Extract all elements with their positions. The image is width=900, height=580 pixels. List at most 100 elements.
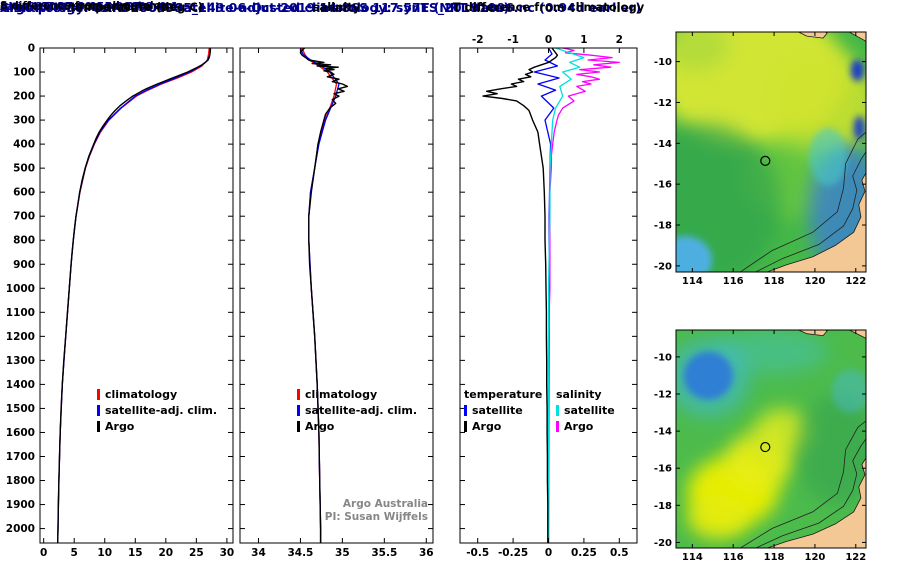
svg-text:1100: 1100 bbox=[6, 307, 35, 319]
svg-text:118: 118 bbox=[764, 552, 785, 563]
svg-text:34: 34 bbox=[251, 547, 266, 559]
svg-text:0: 0 bbox=[40, 547, 47, 559]
figure-title: Argo profile: csiro 5904995_149 06-Oct-2… bbox=[0, 0, 510, 15]
svg-text:0: 0 bbox=[545, 34, 552, 46]
svg-text:1400: 1400 bbox=[6, 379, 35, 391]
svg-text:20: 20 bbox=[159, 547, 174, 559]
svg-text:-0.25: -0.25 bbox=[498, 547, 528, 559]
svg-text:1900: 1900 bbox=[6, 499, 35, 511]
svg-text:0: 0 bbox=[545, 547, 552, 559]
svg-text:116: 116 bbox=[723, 552, 744, 563]
legend-label: satellite-adj. clim. bbox=[305, 403, 418, 417]
t-difference-axis-label: T difference from climatology bbox=[452, 0, 645, 14]
svg-text:25: 25 bbox=[189, 547, 204, 559]
difference-legend-temperature: temperature satellite Argo bbox=[464, 386, 542, 434]
legend-header-salinity: salinity bbox=[556, 386, 615, 402]
svg-text:-14: -14 bbox=[654, 427, 672, 438]
pi-note: PI: Susan Wijffels bbox=[324, 511, 428, 523]
svg-text:-1: -1 bbox=[507, 34, 519, 46]
climatology-line-swatch bbox=[297, 388, 300, 400]
svg-text:0.5: 0.5 bbox=[610, 547, 629, 559]
sla-map-title: Altim. SLA: -0.055 bbox=[0, 0, 113, 13]
legend-item-t-satellite: satellite bbox=[464, 402, 542, 418]
svg-text:30: 30 bbox=[220, 547, 235, 559]
temperature-legend: climatology satellite-adj. clim. Argo bbox=[97, 386, 217, 434]
svg-text:700: 700 bbox=[13, 211, 35, 223]
t-satellite-line-swatch bbox=[464, 404, 467, 416]
legend-label: Argo bbox=[472, 419, 502, 433]
argo-line-swatch bbox=[297, 420, 300, 432]
legend-item-argo: Argo bbox=[297, 418, 417, 434]
svg-text:36: 36 bbox=[419, 547, 434, 559]
legend-item-s-satellite: satellite bbox=[556, 402, 615, 418]
legend-label: satellite-adj. clim. bbox=[105, 403, 218, 417]
svg-text:2: 2 bbox=[616, 34, 623, 46]
svg-text:-16: -16 bbox=[654, 464, 672, 475]
svg-text:1: 1 bbox=[580, 34, 587, 46]
svg-text:1500: 1500 bbox=[6, 403, 35, 415]
legend-label: satellite bbox=[564, 403, 615, 417]
t-argo-line-swatch bbox=[464, 420, 467, 432]
figure-subtitle: Climatology: CARS2009. Satellite-adjuste… bbox=[0, 0, 642, 15]
svg-text:114: 114 bbox=[682, 276, 703, 287]
legend-item-argo: Argo bbox=[97, 418, 217, 434]
legend-label: Argo bbox=[305, 419, 335, 433]
svg-text:120: 120 bbox=[804, 276, 825, 287]
legend-label: climatology bbox=[305, 387, 378, 401]
svg-text:500: 500 bbox=[13, 163, 35, 175]
satellite-adj-line-swatch bbox=[97, 404, 100, 416]
sla-map-subtitle: Argo h1000: -0.1 h2000: -0.1 bbox=[0, 0, 179, 13]
svg-text:1800: 1800 bbox=[6, 475, 35, 487]
svg-text:1000: 1000 bbox=[6, 283, 35, 295]
sst-map-title: sat. SST: 27.3 Argo: 27.3 bbox=[0, 0, 154, 13]
svg-text:116: 116 bbox=[723, 276, 744, 287]
svg-text:-20: -20 bbox=[654, 538, 672, 549]
svg-text:300: 300 bbox=[13, 115, 35, 127]
svg-text:-12: -12 bbox=[654, 98, 672, 109]
legend-header-label: salinity bbox=[556, 387, 602, 401]
s-argo-line-swatch bbox=[556, 420, 559, 432]
svg-text:-0.5: -0.5 bbox=[466, 547, 489, 559]
salinity-legend: climatology satellite-adj. clim. Argo bbox=[297, 386, 417, 434]
legend-item-t-argo: Argo bbox=[464, 418, 542, 434]
legend-header-temperature: temperature bbox=[464, 386, 542, 402]
climatology-line-swatch bbox=[97, 388, 100, 400]
legend-label: satellite bbox=[472, 403, 523, 417]
svg-text:15: 15 bbox=[128, 547, 143, 559]
svg-text:1700: 1700 bbox=[6, 451, 35, 463]
svg-text:-18: -18 bbox=[654, 221, 672, 232]
svg-text:-20: -20 bbox=[654, 261, 672, 272]
svg-text:-16: -16 bbox=[654, 180, 672, 191]
s-satellite-line-swatch bbox=[556, 404, 559, 416]
svg-text:0.25: 0.25 bbox=[571, 547, 597, 559]
svg-text:122: 122 bbox=[845, 552, 866, 563]
argo-australia-note: Argo Australia bbox=[342, 498, 428, 510]
svg-text:120: 120 bbox=[804, 552, 825, 563]
svg-text:122: 122 bbox=[845, 276, 866, 287]
svg-text:2000: 2000 bbox=[6, 523, 35, 535]
legend-item-satellite-adj: satellite-adj. clim. bbox=[97, 402, 217, 418]
svg-text:-12: -12 bbox=[654, 390, 672, 401]
svg-text:1300: 1300 bbox=[6, 355, 35, 367]
legend-item-climatology: climatology bbox=[297, 386, 417, 402]
satellite-adj-line-swatch bbox=[297, 404, 300, 416]
svg-text:-10: -10 bbox=[654, 352, 672, 363]
svg-text:800: 800 bbox=[13, 235, 35, 247]
svg-text:10: 10 bbox=[97, 547, 112, 559]
svg-text:-10: -10 bbox=[654, 57, 672, 68]
svg-text:5: 5 bbox=[71, 547, 78, 559]
svg-text:600: 600 bbox=[13, 187, 35, 199]
legend-header-label: temperature bbox=[464, 387, 543, 401]
svg-text:118: 118 bbox=[764, 276, 785, 287]
svg-text:-2: -2 bbox=[472, 34, 484, 46]
svg-text:-18: -18 bbox=[654, 501, 672, 512]
svg-text:400: 400 bbox=[13, 139, 35, 151]
svg-text:1600: 1600 bbox=[6, 427, 35, 439]
difference-legend-salinity: salinity satellite Argo bbox=[556, 386, 615, 434]
temperature-axis-label: temperature (deg C) bbox=[69, 0, 204, 14]
s-difference-axis-label: S difference from climatology bbox=[0, 0, 176, 12]
svg-text:35: 35 bbox=[335, 547, 350, 559]
legend-label: climatology bbox=[105, 387, 178, 401]
svg-text:100: 100 bbox=[13, 67, 35, 79]
